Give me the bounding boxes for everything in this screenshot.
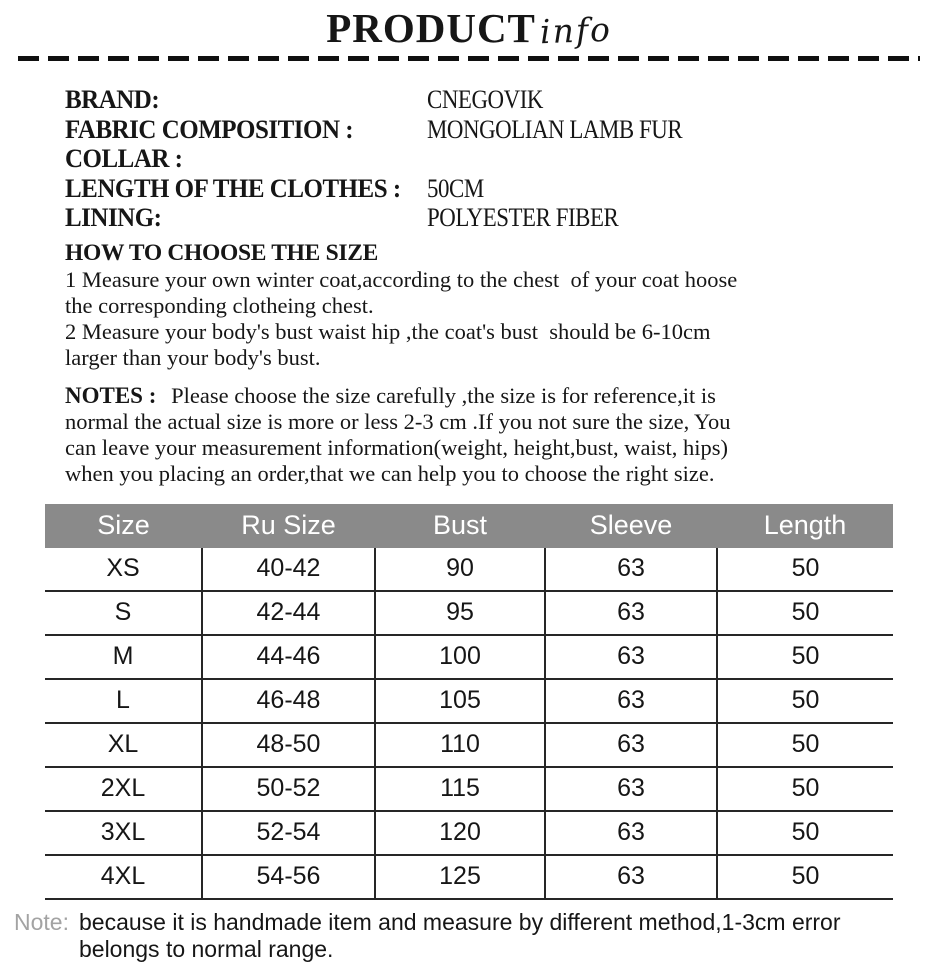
table-cell: 115: [374, 766, 545, 812]
table-header-size: Size: [45, 503, 202, 548]
table-cell: M: [45, 634, 202, 680]
table-cell: 50: [716, 634, 893, 680]
page-title-script: info: [539, 9, 613, 52]
detail-value: POLYESTER FIBER: [427, 203, 619, 232]
detail-label: BRAND:: [65, 85, 160, 114]
table-row-2xl: 2XL 50-52 115 63 50: [45, 766, 893, 812]
page-title-main: PRODUCT: [326, 5, 536, 51]
table-cell: 50: [716, 590, 893, 636]
table-row-4xl: 4XL 54-56 125 63 50: [45, 854, 893, 900]
page-title: PRODUCT info: [0, 0, 938, 52]
product-details: BRAND: CNEGOVIK FABRIC COMPOSITION : MON…: [65, 85, 938, 233]
table-cell: 50: [716, 678, 893, 724]
notes-line: normal the actual size is more or less 2…: [65, 408, 731, 434]
detail-value: 50CM: [427, 173, 484, 203]
size-chart-table: Size Ru Size Bust Sleeve Length XS 40-42…: [45, 503, 893, 900]
table-header-bust: Bust: [375, 503, 545, 548]
table-cell: 48-50: [201, 722, 375, 768]
table-row-l: L 46-48 105 63 50: [45, 678, 893, 724]
table-cell: 120: [374, 810, 545, 856]
table-cell: 63: [544, 766, 717, 812]
table-row-3xl: 3XL 52-54 120 63 50: [45, 810, 893, 856]
detail-label: FABRIC COMPOSITION :: [65, 114, 354, 144]
detail-value: CNEGOVIK: [427, 85, 543, 114]
table-cell: 3XL: [45, 810, 202, 856]
footer-note-label: Note:: [14, 908, 69, 935]
table-row-m: M 44-46 100 63 50: [45, 634, 893, 680]
table-cell: 63: [544, 590, 717, 636]
detail-value: MONGOLIAN LAMB FUR: [427, 114, 683, 144]
table-cell: 50: [716, 722, 893, 768]
table-cell: 54-56: [201, 854, 375, 900]
dashed-divider: [18, 56, 920, 61]
notes-first-line: NOTES : Please choose the size carefully…: [65, 383, 938, 409]
table-cell: 63: [544, 678, 717, 724]
table-cell: 44-46: [201, 634, 375, 680]
how-to-line: larger than your body's bust.: [65, 344, 321, 370]
table-header-rusize: Ru Size: [202, 503, 375, 548]
footer-note: Note: because it is handmade item and me…: [14, 909, 938, 963]
table-cell: 42-44: [201, 590, 375, 636]
detail-row-collar: COLLAR :: [65, 144, 938, 174]
table-cell: 63: [544, 810, 717, 856]
detail-row-brand: BRAND: CNEGOVIK: [65, 85, 938, 115]
detail-label: COLLAR :: [65, 144, 183, 173]
table-cell: 50: [716, 810, 893, 856]
notes-section: NOTES : Please choose the size carefully…: [65, 383, 938, 487]
table-cell: 100: [374, 634, 545, 680]
footer-note-line: belongs to normal range.: [78, 935, 334, 962]
notes-line: when you placing an order,that we can he…: [65, 460, 715, 486]
table-cell: 63: [544, 722, 717, 768]
notes-line: Please choose the size carefully ,the si…: [171, 382, 716, 408]
how-to-line: the corresponding clotheing chest.: [65, 292, 374, 318]
table-cell: 110: [374, 722, 545, 768]
notes-line: can leave your measurement information(w…: [65, 434, 728, 460]
table-row-xl: XL 48-50 110 63 50: [45, 722, 893, 768]
table-row-xs: XS 40-42 90 63 50: [45, 547, 893, 592]
table-cell: 2XL: [45, 766, 202, 812]
table-row-s: S 42-44 95 63 50: [45, 590, 893, 636]
footer-note-line: because it is handmade item and measure …: [78, 908, 841, 935]
notes-label: NOTES :: [65, 382, 163, 408]
how-to-line: 2 Measure your body's bust waist hip ,th…: [65, 318, 711, 344]
table-cell: S: [45, 590, 202, 636]
table-cell: 125: [374, 854, 545, 900]
footer-note-text: because it is handmade item and measure …: [79, 909, 841, 963]
table-cell: XS: [45, 547, 202, 592]
detail-label: LENGTH OF THE CLOTHES :: [65, 173, 401, 203]
detail-label: LINING:: [65, 203, 162, 232]
how-to-choose-section: HOW TO CHOOSE THE SIZE 1 Measure your ow…: [65, 239, 938, 371]
table-cell: XL: [45, 722, 202, 768]
table-cell: 50: [716, 854, 893, 900]
table-cell: 46-48: [201, 678, 375, 724]
table-cell: 52-54: [201, 810, 375, 856]
table-header-sleeve: Sleeve: [545, 503, 717, 548]
table-header-length: Length: [717, 503, 893, 548]
table-cell: 50-52: [201, 766, 375, 812]
table-cell: 50: [716, 547, 893, 592]
detail-row-length: LENGTH OF THE CLOTHES : 50CM: [65, 174, 938, 204]
detail-row-fabric: FABRIC COMPOSITION : MONGOLIAN LAMB FUR: [65, 115, 938, 145]
table-cell: 90: [374, 547, 545, 592]
table-header-row: Size Ru Size Bust Sleeve Length: [45, 503, 893, 548]
how-to-line: 1 Measure your own winter coat,according…: [65, 266, 738, 292]
table-cell: 40-42: [201, 547, 375, 592]
table-cell: 63: [544, 854, 717, 900]
table-cell: L: [45, 678, 202, 724]
how-to-heading: HOW TO CHOOSE THE SIZE: [65, 239, 378, 266]
table-cell: 50: [716, 766, 893, 812]
table-cell: 95: [374, 590, 545, 636]
table-cell: 63: [544, 547, 717, 592]
table-cell: 105: [374, 678, 545, 724]
table-cell: 63: [544, 634, 717, 680]
table-cell: 4XL: [45, 854, 202, 900]
detail-row-lining: LINING: POLYESTER FIBER: [65, 203, 938, 233]
